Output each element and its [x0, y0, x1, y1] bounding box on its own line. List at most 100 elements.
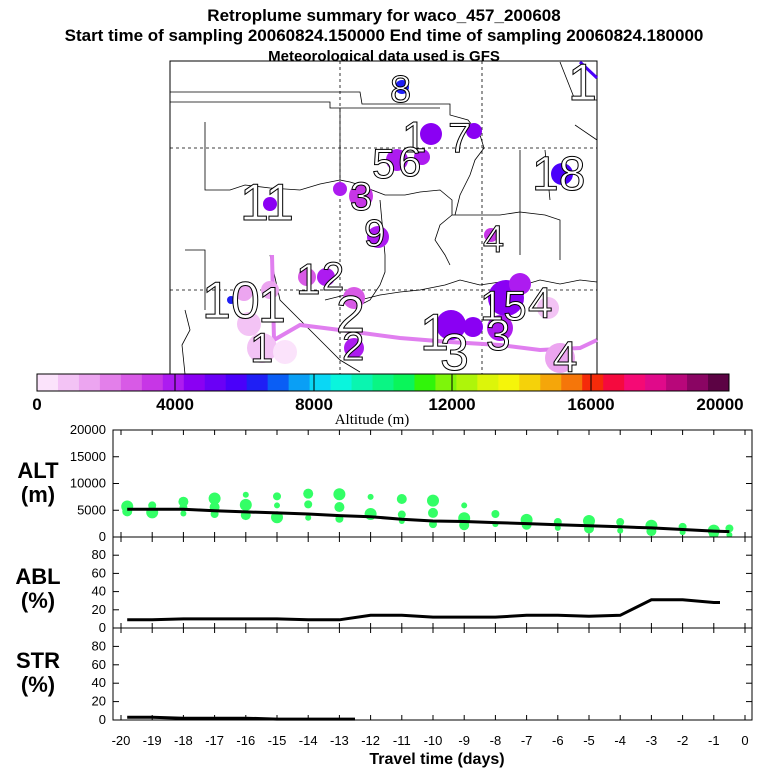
colorbar-cell [246, 374, 269, 391]
alt-point [305, 514, 312, 521]
map-label: 4 [528, 279, 552, 328]
abl-ytick-label: 60 [92, 565, 106, 580]
map-marker [436, 310, 466, 340]
colorbar-cell [204, 374, 227, 391]
colorbar-label: Altitude (m) [335, 412, 410, 428]
str-ytick-label: 60 [92, 657, 106, 672]
map-marker [235, 283, 253, 301]
alt-ytick-label: 20000 [70, 422, 106, 437]
colorbar-cell [57, 374, 80, 391]
x-tick-label: -8 [490, 733, 502, 748]
map-label: 2 [322, 255, 344, 299]
x-tick-label: -19 [143, 733, 162, 748]
colorbar-cell [78, 374, 101, 391]
x-tick-label: -10 [424, 733, 443, 748]
colorbar-cell [372, 374, 394, 391]
alt-point [726, 531, 733, 538]
map-marker [343, 287, 365, 309]
alt-point [334, 502, 345, 513]
colorbar-tick-label: 20000 [696, 395, 743, 414]
map-label: 1 [420, 304, 449, 362]
abl-frame [112, 536, 753, 629]
map-marker [333, 182, 347, 196]
colorbar-cell [225, 374, 248, 391]
colorbar-tick-label: 0 [32, 395, 41, 414]
alt-yaxis: 0 5000 10000 15000 20000 [70, 422, 752, 544]
map-label: 1 [402, 113, 426, 162]
map-label: 1 [568, 54, 597, 112]
map-label: 3 [486, 311, 510, 360]
alt-point [274, 502, 280, 509]
str-ytick-label: 20 [92, 694, 106, 709]
map-marker [237, 312, 261, 336]
x-tick-label: -17 [205, 733, 224, 748]
alt-point [180, 510, 187, 517]
map-marker [227, 296, 235, 304]
alt-point [491, 509, 500, 518]
map-marker [466, 123, 482, 139]
map-label: 9 [364, 213, 385, 255]
abl-ytick-label: 0 [99, 620, 106, 635]
colorbar-cell [645, 374, 667, 391]
map-label: 2 [336, 286, 365, 344]
abl-line [127, 598, 720, 622]
map-marker [298, 268, 316, 286]
alt-point [367, 493, 374, 500]
colorbar-cell [330, 374, 353, 391]
abl-panel-unit: (%) [21, 588, 55, 613]
alt-point [208, 492, 221, 505]
alt-point [304, 500, 313, 509]
colorbar-cell [687, 374, 709, 391]
str-ytick-label: 40 [92, 675, 106, 690]
colorbar-tick-label: 12000 [428, 395, 475, 414]
map-marker [247, 333, 277, 363]
colorbar-cell [666, 374, 688, 391]
colorbar-cell [498, 374, 520, 391]
str-ytick-label: 0 [99, 712, 106, 727]
colorbar-cell [37, 374, 59, 391]
map-label: 10 [202, 272, 260, 330]
map-label: 7 [448, 114, 471, 161]
str-ytick-label: 80 [92, 638, 106, 653]
x-tick-label: -16 [236, 733, 255, 748]
str-panel-unit: (%) [21, 672, 55, 697]
x-tick-label: -7 [521, 733, 533, 748]
x-tick-label: -1 [708, 733, 720, 748]
map-marker [509, 273, 531, 295]
alt-panel-unit: (m) [21, 482, 55, 507]
map-label: 3 [440, 324, 469, 382]
alt-point [178, 496, 189, 507]
colorbar-cell [603, 374, 625, 391]
abl-ytick-label: 40 [92, 584, 106, 599]
colorbar-cell [351, 374, 374, 391]
alt-ytick-label: 10000 [70, 476, 106, 491]
colorbar-tick-label: 8000 [295, 395, 333, 414]
alt-point [333, 488, 346, 501]
map-label: 18 [532, 148, 585, 201]
map-marker [367, 226, 389, 248]
x-tick-label: -11 [393, 733, 411, 748]
x-tick-label: -9 [458, 733, 470, 748]
alt-point [428, 507, 438, 518]
alt-point [397, 510, 406, 519]
map-label: 4 [483, 219, 504, 261]
map-label: 1 [258, 277, 286, 333]
map-count-labels: 8 1 1 7 5 6 18 11 3 9 4 1 2 10 1 1 2 2 1… [202, 54, 598, 383]
x-tick-label: -12 [361, 733, 380, 748]
map-marker [487, 315, 513, 341]
x-axis-label: Travel time (days) [369, 751, 504, 768]
x-tick-label: -2 [677, 733, 689, 748]
map-marker [317, 268, 335, 286]
colorbar-cell [267, 374, 290, 391]
alt-point [273, 492, 281, 501]
x-tick-label: -4 [614, 733, 626, 748]
alt-point [617, 527, 624, 534]
x-tick-label: -15 [268, 733, 287, 748]
map-panel: 8 1 1 7 5 6 18 11 3 9 4 1 2 10 1 1 2 2 1… [169, 54, 599, 383]
str-panel-label: STR [16, 648, 60, 673]
x-axis: -20 -19 -18 -17 -16 -15 -14 -13 -12 -11 -10 -9 -8 -7-… [112, 733, 749, 748]
map-label: 2 [342, 325, 364, 369]
map-label: 11 [240, 174, 294, 232]
alt-point [583, 514, 595, 527]
alt-ytick-label: 0 [99, 529, 106, 544]
